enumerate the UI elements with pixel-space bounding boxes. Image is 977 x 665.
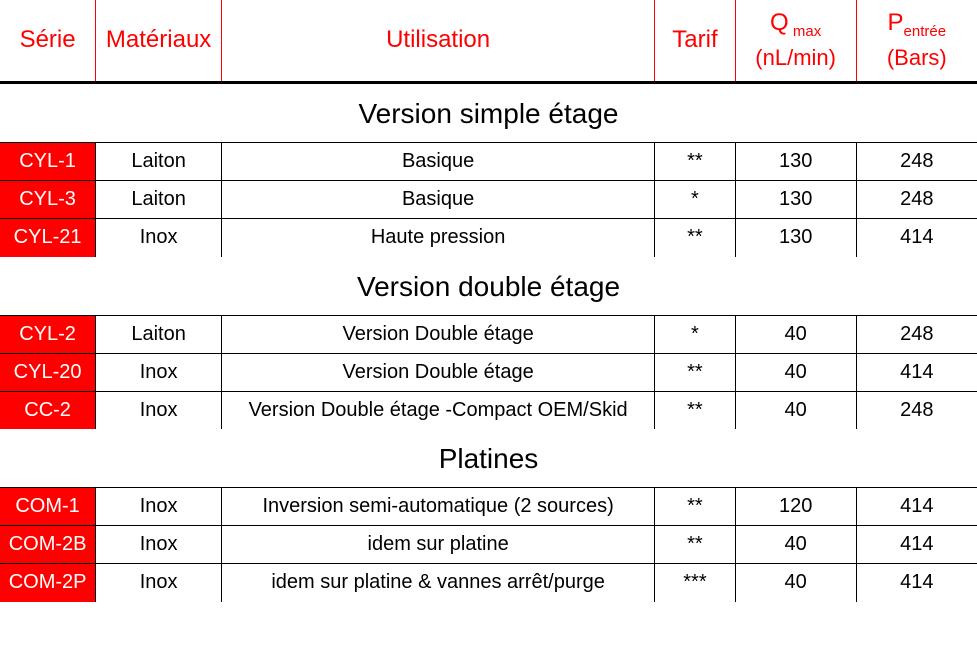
table-row: COM-1InoxInversion semi-automatique (2 s… — [0, 488, 977, 526]
cell-tarif: ** — [655, 143, 736, 181]
cell-tarif: ** — [655, 353, 736, 391]
cell-materiaux: Inox — [96, 564, 222, 602]
cell-qmax: 130 — [735, 143, 856, 181]
cell-qmax: 130 — [735, 181, 856, 219]
cell-pentree: 414 — [856, 564, 977, 602]
col-header-serie: Série — [0, 0, 96, 83]
product-table: Série Matériaux Utilisation Tarif Q max … — [0, 0, 977, 602]
col-header-pentree: Pentrée (Bars) — [856, 0, 977, 83]
section-title: Version double étage — [0, 257, 977, 316]
cell-utilisation: Basique — [222, 143, 655, 181]
cell-tarif: ** — [655, 219, 736, 257]
cell-materiaux: Inox — [96, 219, 222, 257]
section-title-row: Platines — [0, 429, 977, 488]
section-title: Version simple étage — [0, 83, 977, 143]
col-header-tarif: Tarif — [655, 0, 736, 83]
section-title-row: Version double étage — [0, 257, 977, 316]
cell-utilisation: Haute pression — [222, 219, 655, 257]
cell-serie: CYL-2 — [0, 315, 96, 353]
table-row: CYL-2LaitonVersion Double étage*40248 — [0, 315, 977, 353]
cell-utilisation: idem sur platine — [222, 526, 655, 564]
col-header-utilisation: Utilisation — [222, 0, 655, 83]
pentree-sub-text: entrée — [904, 23, 947, 40]
cell-pentree: 414 — [856, 488, 977, 526]
cell-serie: CYL-1 — [0, 143, 96, 181]
cell-serie: COM-2P — [0, 564, 96, 602]
table-row: COM-2PInoxidem sur platine & vannes arrê… — [0, 564, 977, 602]
cell-materiaux: Inox — [96, 391, 222, 429]
cell-utilisation: Basique — [222, 181, 655, 219]
cell-serie: CYL-20 — [0, 353, 96, 391]
table-row: CC-2InoxVersion Double étage -Compact OE… — [0, 391, 977, 429]
table-container: Série Matériaux Utilisation Tarif Q max … — [0, 0, 977, 602]
qmax-unit: (nL/min) — [740, 44, 852, 72]
cell-tarif: ** — [655, 488, 736, 526]
col-header-materiaux: Matériaux — [96, 0, 222, 83]
cell-pentree: 414 — [856, 219, 977, 257]
table-row: CYL-1LaitonBasique**130248 — [0, 143, 977, 181]
cell-pentree: 248 — [856, 391, 977, 429]
cell-tarif: *** — [655, 564, 736, 602]
cell-pentree: 248 — [856, 143, 977, 181]
cell-materiaux: Inox — [96, 526, 222, 564]
cell-tarif: ** — [655, 526, 736, 564]
cell-serie: COM-2B — [0, 526, 96, 564]
cell-qmax: 40 — [735, 315, 856, 353]
cell-qmax: 40 — [735, 353, 856, 391]
pentree-label: P — [888, 9, 904, 36]
cell-materiaux: Inox — [96, 488, 222, 526]
cell-utilisation: Version Double étage — [222, 353, 655, 391]
cell-pentree: 248 — [856, 315, 977, 353]
cell-pentree: 248 — [856, 181, 977, 219]
cell-utilisation: Version Double étage -Compact OEM/Skid — [222, 391, 655, 429]
section-title-row: Version simple étage — [0, 83, 977, 143]
cell-qmax: 40 — [735, 391, 856, 429]
cell-utilisation: Inversion semi-automatique (2 sources) — [222, 488, 655, 526]
section-title: Platines — [0, 429, 977, 488]
cell-serie: CC-2 — [0, 391, 96, 429]
cell-pentree: 414 — [856, 353, 977, 391]
table-row: CYL-21InoxHaute pression**130414 — [0, 219, 977, 257]
table-header: Série Matériaux Utilisation Tarif Q max … — [0, 0, 977, 83]
cell-materiaux: Laiton — [96, 315, 222, 353]
pentree-unit: (Bars) — [861, 44, 973, 72]
cell-qmax: 40 — [735, 564, 856, 602]
cell-utilisation: idem sur platine & vannes arrêt/purge — [222, 564, 655, 602]
table-row: CYL-3LaitonBasique*130248 — [0, 181, 977, 219]
qmax-label: Q — [770, 9, 789, 36]
table-body: Version simple étageCYL-1LaitonBasique**… — [0, 83, 977, 602]
cell-qmax: 130 — [735, 219, 856, 257]
col-header-qmax: Q max (nL/min) — [735, 0, 856, 83]
cell-qmax: 120 — [735, 488, 856, 526]
cell-serie: CYL-3 — [0, 181, 96, 219]
cell-materiaux: Laiton — [96, 181, 222, 219]
table-row: COM-2BInoxidem sur platine**40414 — [0, 526, 977, 564]
cell-pentree: 414 — [856, 526, 977, 564]
cell-serie: CYL-21 — [0, 219, 96, 257]
cell-serie: COM-1 — [0, 488, 96, 526]
cell-materiaux: Laiton — [96, 143, 222, 181]
cell-tarif: * — [655, 181, 736, 219]
cell-materiaux: Inox — [96, 353, 222, 391]
cell-tarif: ** — [655, 391, 736, 429]
cell-tarif: * — [655, 315, 736, 353]
qmax-sub-text: max — [793, 23, 821, 40]
cell-qmax: 40 — [735, 526, 856, 564]
cell-utilisation: Version Double étage — [222, 315, 655, 353]
table-row: CYL-20InoxVersion Double étage**40414 — [0, 353, 977, 391]
